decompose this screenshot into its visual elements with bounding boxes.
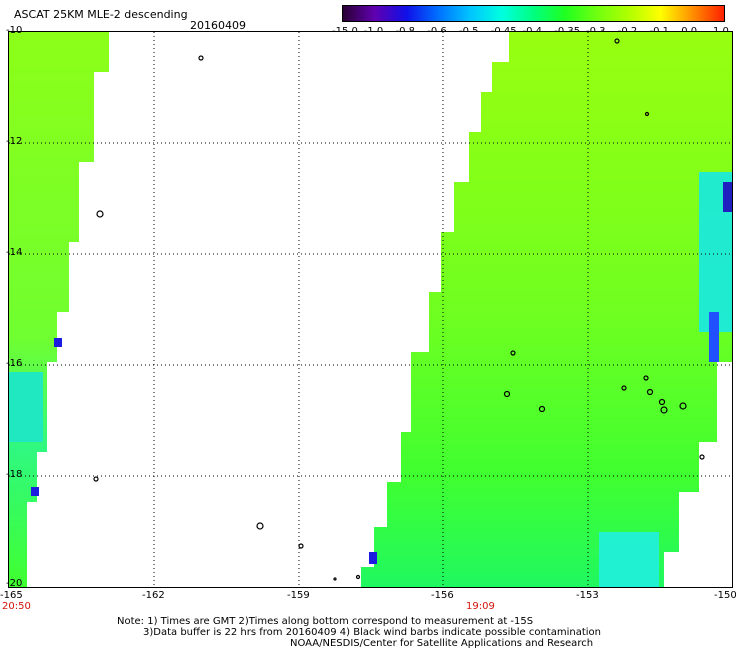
right-swath-blue-edge [709, 312, 719, 362]
y-tick-label: -20 [6, 578, 23, 589]
time-left: 20:50 [2, 601, 31, 612]
colorbar [342, 5, 725, 22]
y-tick-label: -10 [6, 25, 23, 36]
footer-note-1: Note: 1) Times are GMT 2)Times along bot… [117, 616, 534, 627]
map-panel [8, 31, 733, 588]
island-outlines [93, 38, 705, 581]
left-swath [9, 32, 109, 587]
right-swath-cyan-bottom [599, 532, 659, 587]
y-tick-label: -14 [6, 247, 23, 258]
gridlines [9, 32, 732, 587]
right-swath-dark-pixel [723, 182, 732, 212]
footer-credit: NOAA/NESDIS/Center for Satellite Applica… [290, 638, 594, 649]
y-tick-label: -16 [6, 358, 23, 369]
x-tick-label: -153 [576, 590, 599, 601]
time-center: 19:09 [466, 601, 495, 612]
x-tick-label: -162 [142, 590, 165, 601]
x-tick-label: -150 [714, 590, 737, 601]
right-swath-blue-bottom [369, 552, 377, 564]
x-tick-label: -156 [431, 590, 454, 601]
map-title: ASCAT 25KM MLE-2 descending [14, 8, 188, 21]
left-swath-blue-pixel [54, 338, 62, 347]
y-tick-label: -12 [6, 136, 23, 147]
x-tick-label: -159 [287, 590, 310, 601]
left-swath-blue-pixel-2 [31, 487, 39, 496]
x-tick-label: -165 [0, 590, 23, 601]
y-tick-label: -18 [6, 469, 23, 480]
left-swath-cyan-patch [9, 372, 43, 442]
map-date: 20160409 [190, 19, 246, 32]
swath-map [9, 32, 732, 587]
right-swath [361, 32, 732, 587]
footer-note-2: 3)Data buffer is 22 hrs from 20160409 4)… [143, 627, 601, 638]
